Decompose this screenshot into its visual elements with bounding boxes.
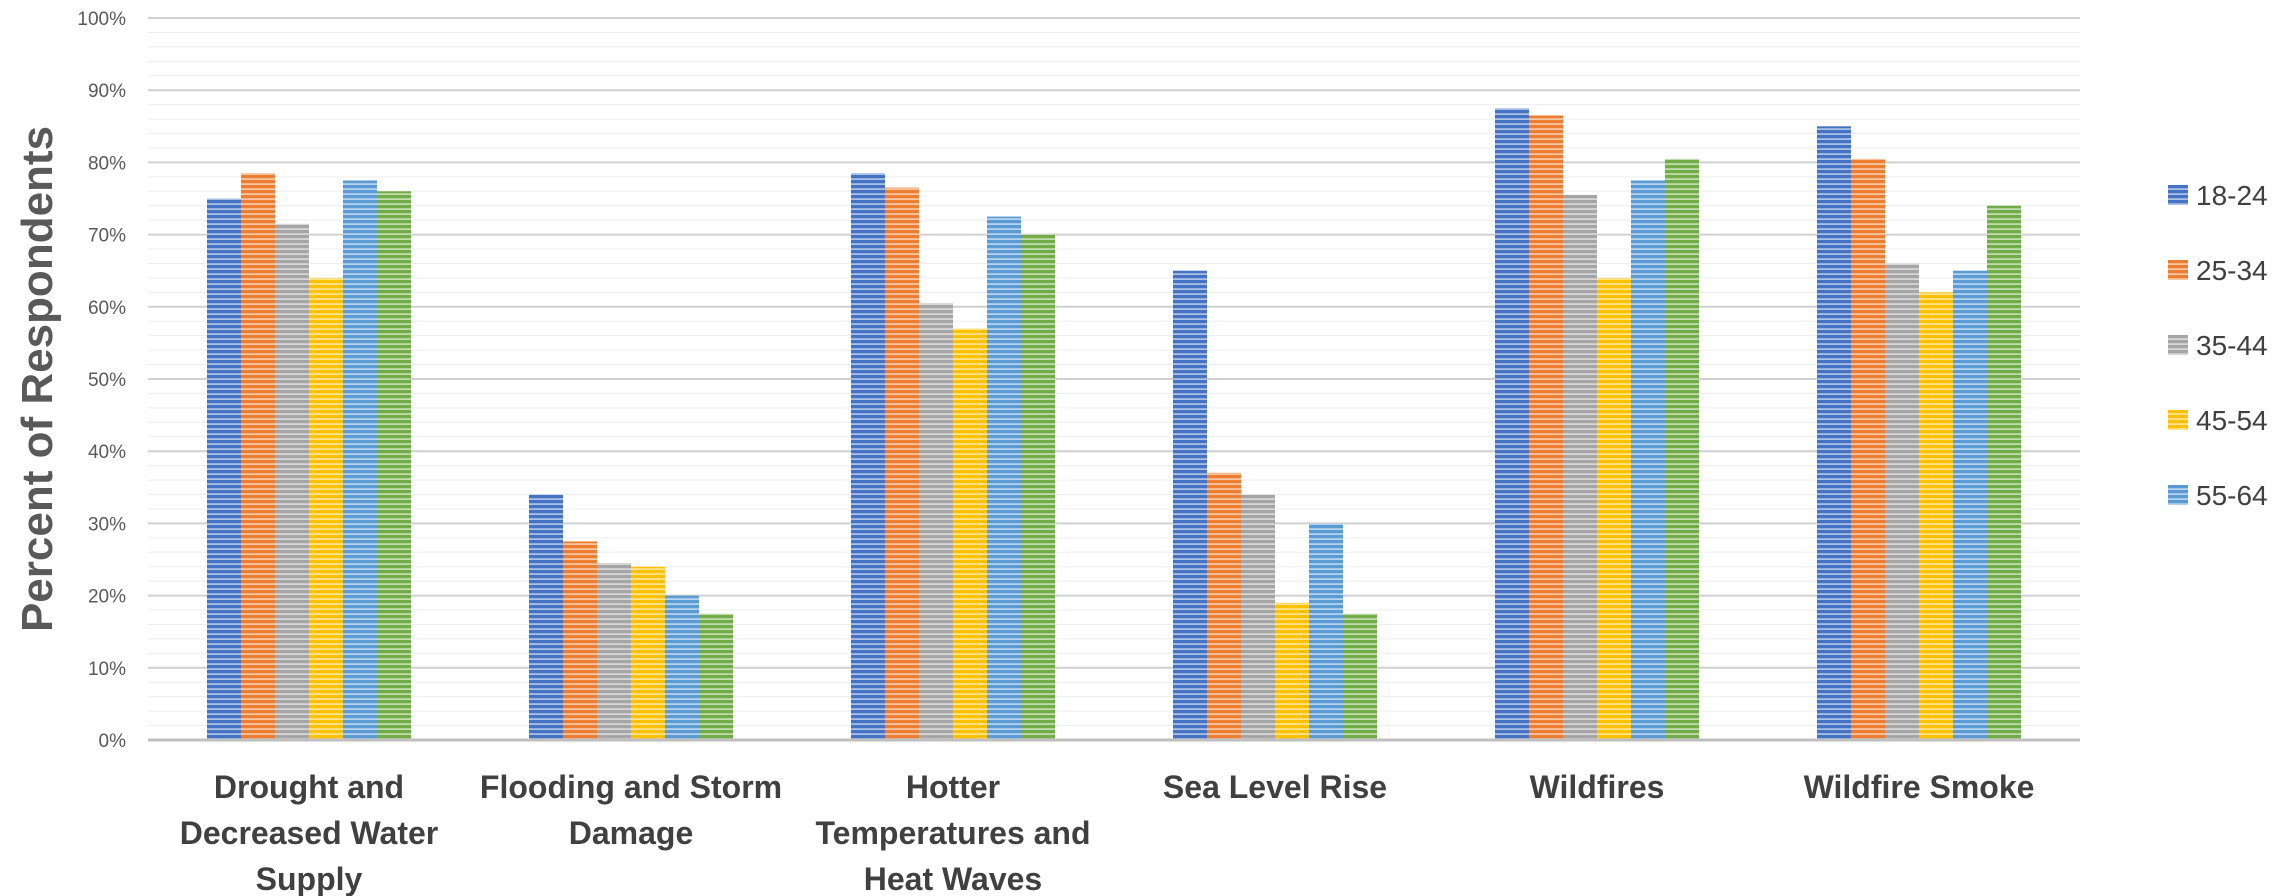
- bar-35-44-cat-1: [275, 223, 309, 740]
- bar-55-64-cat-4: [1309, 523, 1343, 740]
- y-tick-label: 50%: [88, 370, 126, 391]
- bar-series-6-cat-5: [1665, 158, 1699, 741]
- legend-label: 35-44: [2196, 330, 2268, 361]
- x-tick-label: Drought and Decreased Water Supply: [180, 769, 439, 896]
- bar-35-44-cat-6: [1885, 263, 1919, 740]
- legend-swatch: [2168, 485, 2188, 505]
- legend-label: 18-24: [2196, 180, 2268, 211]
- y-tick-label: 90%: [88, 81, 126, 102]
- bar-45-54-cat-2: [631, 566, 665, 740]
- legend-swatch: [2168, 185, 2188, 205]
- bar-18-24-cat-4: [1173, 270, 1207, 740]
- y-tick-label: 30%: [88, 514, 126, 535]
- bar-55-64-cat-3: [987, 216, 1021, 741]
- bar-55-64-cat-6: [1953, 270, 1987, 740]
- bar-25-34-cat-1: [241, 173, 275, 741]
- y-tick-label: 10%: [88, 659, 126, 680]
- y-tick-label: 70%: [88, 226, 126, 247]
- axes: 0% 10% 20% 30% 40% 50% 60% 70% 80% 90% 100% Drought…: [77, 9, 2080, 896]
- legend-label: 25-34: [2196, 255, 2268, 286]
- bar-series-6-cat-4: [1343, 613, 1377, 740]
- legend-swatch: [2168, 410, 2188, 430]
- bar-55-64-cat-2: [665, 595, 699, 740]
- bar-series-6-cat-2: [699, 613, 733, 740]
- x-tick-label: Sea Level Rise: [1163, 769, 1387, 805]
- x-tick-label: Wildfires: [1530, 769, 1665, 805]
- legend-label: 45-54: [2196, 405, 2268, 436]
- bar-18-24-cat-6: [1817, 126, 1851, 741]
- legend-swatch: [2168, 260, 2188, 280]
- bar-45-54-cat-4: [1275, 602, 1309, 740]
- x-tick-label: Flooding and Storm Damage: [480, 769, 782, 851]
- bar-45-54-cat-1: [309, 277, 343, 740]
- bar-series-6-cat-1: [377, 191, 411, 740]
- bar-25-34-cat-6: [1851, 158, 1885, 741]
- bar-series-6-cat-3: [1021, 234, 1055, 740]
- bar-18-24-cat-2: [529, 494, 563, 740]
- bar-25-34-cat-3: [885, 187, 919, 741]
- bars: [207, 108, 2021, 741]
- bar-25-34-cat-4: [1207, 472, 1241, 740]
- y-tick-label: 100%: [77, 9, 126, 30]
- legend: 18-24 25-34 35-44 45-54 55-64: [2168, 180, 2268, 511]
- bar-series-6-cat-6: [1987, 205, 2021, 741]
- bar-35-44-cat-3: [919, 303, 953, 740]
- bar-45-54-cat-5: [1597, 277, 1631, 740]
- bar-45-54-cat-3: [953, 328, 987, 740]
- bar-35-44-cat-4: [1241, 494, 1275, 740]
- bar-35-44-cat-5: [1563, 194, 1597, 740]
- bar-25-34-cat-2: [563, 541, 597, 740]
- legend-swatch: [2168, 335, 2188, 355]
- gridlines: [148, 17, 2080, 741]
- legend-label: 55-64: [2196, 480, 2268, 511]
- x-tick-label: Hotter Temperatures and Heat Waves: [815, 769, 1090, 896]
- y-tick-label: 20%: [88, 587, 126, 608]
- x-tick-label: Wildfire Smoke: [1804, 769, 2035, 805]
- bar-18-24-cat-3: [851, 173, 885, 741]
- bar-25-34-cat-5: [1529, 115, 1563, 741]
- bar-55-64-cat-5: [1631, 180, 1665, 740]
- y-tick-label: 0%: [99, 731, 127, 752]
- bar-45-54-cat-6: [1919, 292, 1953, 740]
- y-tick-label: 60%: [88, 298, 126, 319]
- y-tick-label: 40%: [88, 442, 126, 463]
- bar-35-44-cat-2: [597, 563, 631, 740]
- y-axis-title: Percent of Respondents: [13, 126, 62, 632]
- y-tick-label: 80%: [88, 153, 126, 174]
- bar-18-24-cat-5: [1495, 108, 1529, 740]
- bar-55-64-cat-1: [343, 180, 377, 740]
- bar-18-24-cat-1: [207, 198, 241, 740]
